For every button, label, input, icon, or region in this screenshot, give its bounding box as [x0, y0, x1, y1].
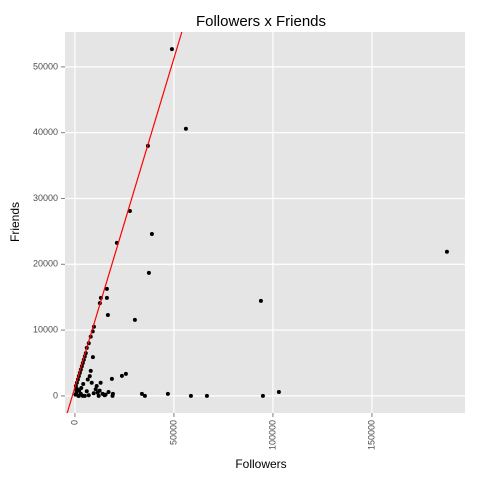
x-tick-label: 50000 [168, 420, 178, 445]
point [149, 232, 154, 237]
point [105, 312, 110, 317]
point [79, 385, 84, 390]
plot-panel [65, 32, 465, 413]
point [132, 317, 137, 322]
y-tick-label: 50000 [33, 61, 58, 71]
point [183, 126, 188, 131]
point [96, 393, 101, 398]
point [102, 393, 107, 398]
point [106, 389, 111, 394]
y-tick-label: 40000 [33, 127, 58, 137]
point [276, 389, 281, 394]
point [97, 388, 102, 393]
x-axis-label: Followers [235, 457, 286, 471]
point [88, 368, 93, 373]
x-tick-label: 150000 [366, 420, 376, 450]
point [127, 208, 132, 213]
y-tick-label: 20000 [33, 259, 58, 269]
point [80, 393, 85, 398]
point [258, 298, 263, 303]
point [74, 390, 79, 395]
point [169, 47, 174, 52]
point [104, 295, 109, 300]
point [81, 382, 86, 387]
point [98, 380, 103, 385]
point [109, 376, 114, 381]
y-tick-label: 0 [53, 390, 58, 400]
point [93, 387, 98, 392]
y-axis-label: Friends [8, 202, 22, 242]
x-tick-label: 0 [69, 420, 79, 425]
point [91, 391, 96, 396]
point [204, 393, 209, 398]
point [84, 389, 89, 394]
point [76, 393, 81, 398]
point [444, 249, 449, 254]
y-tick-label: 10000 [33, 324, 58, 334]
point [123, 371, 128, 376]
point [142, 393, 147, 398]
point [119, 373, 124, 378]
x-tick-label: 100000 [267, 420, 277, 450]
point [85, 377, 90, 382]
point [90, 355, 95, 360]
point [104, 286, 109, 291]
chart-title: Followers x Friends [196, 13, 326, 30]
point [110, 393, 115, 398]
point [139, 391, 144, 396]
y-tick-label: 30000 [33, 193, 58, 203]
point [94, 384, 99, 389]
point [89, 380, 94, 385]
point [87, 374, 92, 379]
point [86, 393, 91, 398]
point [260, 393, 265, 398]
point [165, 391, 170, 396]
point [146, 270, 151, 275]
point [188, 393, 193, 398]
fit-line [66, 31, 183, 414]
